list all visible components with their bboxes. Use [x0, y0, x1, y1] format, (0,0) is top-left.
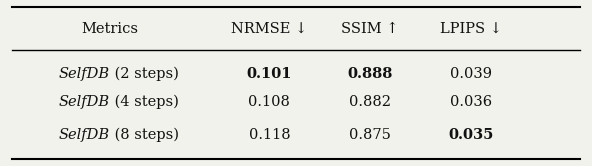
Text: 0.118: 0.118: [249, 128, 290, 142]
Text: 0.039: 0.039: [450, 67, 491, 81]
Text: 0.882: 0.882: [349, 95, 391, 109]
Text: 0.101: 0.101: [247, 67, 292, 81]
Text: 0.036: 0.036: [449, 95, 492, 109]
Text: 0.108: 0.108: [249, 95, 290, 109]
Text: (2 steps): (2 steps): [110, 67, 178, 81]
Text: (8 steps): (8 steps): [110, 128, 179, 142]
Text: (4 steps): (4 steps): [110, 95, 178, 109]
Text: LPIPS ↓: LPIPS ↓: [440, 22, 501, 36]
Text: NRMSE ↓: NRMSE ↓: [231, 22, 307, 36]
Text: SelfDB: SelfDB: [59, 95, 110, 109]
Text: 0.035: 0.035: [448, 128, 493, 142]
Text: 0.888: 0.888: [348, 67, 392, 81]
Text: 0.875: 0.875: [349, 128, 391, 142]
Text: SelfDB: SelfDB: [59, 128, 110, 142]
Text: Metrics: Metrics: [81, 22, 138, 36]
Text: SelfDB: SelfDB: [59, 67, 110, 81]
Text: SSIM ↑: SSIM ↑: [341, 22, 399, 36]
